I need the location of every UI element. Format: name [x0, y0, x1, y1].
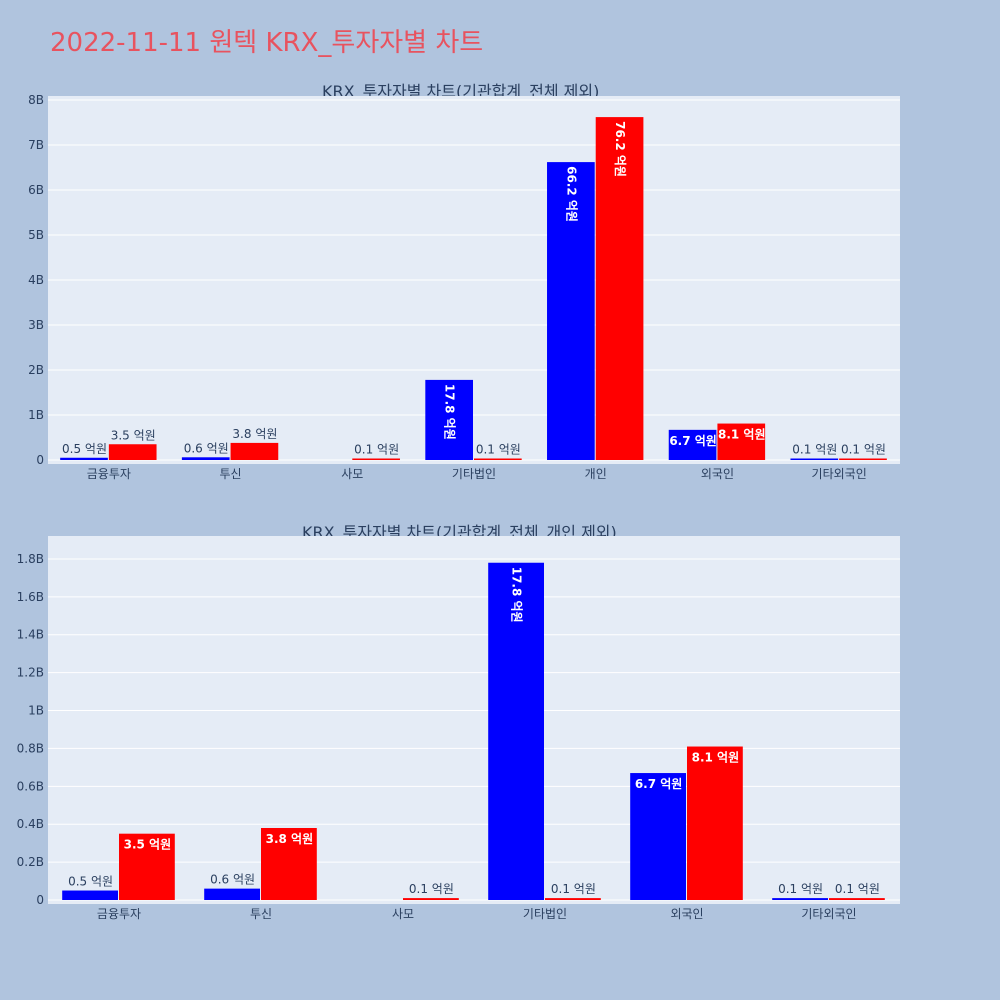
bar	[595, 117, 644, 460]
x-tick-label: 외국인	[670, 907, 703, 921]
data-label: 0.1 억원	[778, 882, 823, 896]
y-tick-label: 1.4B	[17, 628, 44, 642]
y-tick-label: 7B	[28, 138, 44, 152]
y-tick-label: 4B	[28, 273, 44, 287]
x-tick-label: 사모	[341, 467, 363, 481]
data-label: 17.8 억원	[443, 384, 457, 440]
data-label: 3.5 억원	[124, 838, 172, 852]
bar	[488, 562, 544, 900]
x-tick-label: 기타법인	[523, 907, 567, 921]
data-label: 0.6 억원	[210, 873, 255, 887]
data-label: 0.6 억원	[184, 441, 229, 455]
bar	[630, 773, 686, 900]
x-tick-label: 기타외국인	[801, 907, 856, 921]
bar	[62, 890, 118, 900]
bar	[545, 898, 601, 900]
data-label: 0.1 억원	[409, 882, 454, 896]
x-tick-label: 기타법인	[452, 467, 496, 481]
y-tick-label: 0.8B	[17, 741, 44, 755]
bar	[403, 898, 459, 900]
data-label: 3.8 억원	[232, 427, 277, 441]
x-tick-label: 투신	[250, 907, 272, 921]
x-tick-label: 사모	[392, 907, 414, 921]
bar	[790, 458, 839, 460]
bar	[839, 458, 887, 460]
data-label: 3.8 억원	[266, 832, 314, 846]
plot-area	[48, 536, 900, 904]
bar	[261, 828, 317, 900]
data-label: 6.7 억원	[635, 777, 683, 791]
y-tick-label: 1B	[28, 704, 44, 718]
data-label: 6.7 억원	[669, 434, 717, 448]
data-label: 0.1 억원	[835, 882, 880, 896]
x-tick-label: 금융투자	[87, 467, 131, 481]
data-label: 3.5 억원	[111, 428, 156, 442]
data-label: 0.5 억원	[62, 442, 107, 456]
bar	[829, 898, 885, 900]
bar	[352, 458, 400, 460]
bar	[119, 833, 175, 900]
y-tick-label: 0	[36, 893, 44, 907]
data-label: 0.1 억원	[476, 443, 521, 457]
bar	[204, 888, 260, 900]
y-tick-label: 2B	[28, 363, 44, 377]
y-tick-label: 0.2B	[17, 855, 44, 869]
y-tick-label: 1.8B	[17, 552, 44, 566]
bar	[547, 162, 595, 460]
x-tick-label: 투신	[220, 467, 242, 481]
bar	[474, 458, 522, 460]
y-tick-label: 0	[36, 453, 44, 467]
page-title: 2022-11-11 원텍 KRX_투자자별 차트	[50, 28, 484, 58]
y-tick-label: 8B	[28, 93, 44, 107]
data-label: 8.1 억원	[692, 751, 740, 765]
bar	[717, 423, 766, 460]
bar	[230, 442, 279, 460]
bar	[60, 457, 108, 460]
data-label: 0.1 억원	[354, 443, 399, 457]
x-tick-label: 개인	[585, 467, 607, 481]
y-tick-label: 1.2B	[17, 666, 44, 680]
data-label: 66.2 억원	[564, 166, 578, 222]
data-label: 76.2 억원	[613, 121, 627, 177]
data-label: 0.1 억원	[551, 882, 596, 896]
data-label: 0.5 억원	[68, 875, 113, 889]
y-tick-label: 6B	[28, 183, 44, 197]
bar	[687, 746, 743, 900]
y-tick-label: 1B	[28, 408, 44, 422]
y-tick-label: 0.6B	[17, 779, 44, 793]
bar	[108, 444, 157, 460]
y-tick-label: 5B	[28, 228, 44, 242]
bar	[668, 429, 717, 460]
data-label: 0.1 억원	[841, 443, 886, 457]
bar	[181, 457, 230, 460]
data-label: 8.1 억원	[718, 428, 766, 442]
x-tick-label: 금융투자	[97, 907, 141, 921]
data-label: 0.1 억원	[792, 443, 837, 457]
y-tick-label: 0.4B	[17, 817, 44, 831]
y-tick-label: 3B	[28, 318, 44, 332]
y-tick-label: 1.6B	[17, 590, 44, 604]
x-tick-label: 외국인	[701, 467, 734, 481]
data-label: 17.8 억원	[510, 567, 524, 623]
bar	[425, 379, 473, 460]
bar	[772, 898, 828, 900]
x-tick-label: 기타외국인	[812, 467, 867, 481]
